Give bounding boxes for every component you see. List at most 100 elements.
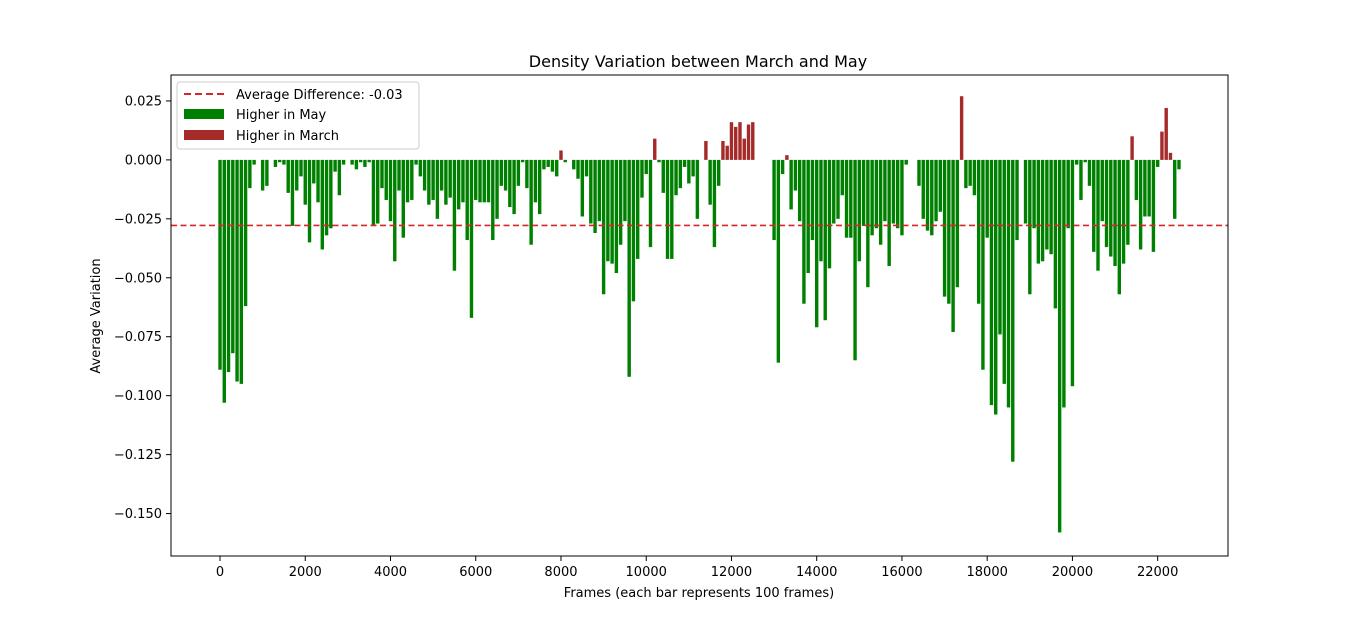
chart-title: Density Variation between March and May [529,52,867,71]
bar [1011,159,1015,462]
bar [226,159,231,373]
bar [474,159,478,200]
bar [243,159,248,307]
bar [870,159,874,236]
bar [827,159,832,269]
bar [772,159,776,241]
bar [1134,159,1139,200]
y-tick-label: 0.025 [125,94,162,109]
bar [431,159,435,200]
bar [448,159,452,198]
bar [341,159,346,165]
bar [482,159,486,203]
bar [529,159,533,245]
bar [1049,159,1053,255]
bar [512,159,516,215]
bar [985,159,989,238]
bar [883,159,887,222]
bar [1113,159,1117,266]
bar [810,159,815,241]
bar [499,159,504,186]
y-tick-label: −0.075 [114,330,162,345]
bar [546,159,550,167]
bar [307,159,312,243]
bar [537,159,542,215]
bar [1173,159,1177,219]
bar [388,159,393,222]
bar [337,159,342,196]
x-tick-label: 20000 [1052,565,1093,580]
bar [354,159,359,170]
bar [239,159,244,384]
y-tick-label: −0.050 [114,271,162,286]
bar [994,159,998,415]
bar [1002,159,1006,384]
bar [861,159,866,226]
y-tick-label: −0.025 [114,212,162,227]
bar [1079,159,1083,200]
bar [371,159,376,226]
bar [648,159,653,248]
bar [503,159,508,191]
bar [290,159,295,226]
bar [580,159,584,217]
bar [1087,159,1092,186]
bar [286,159,290,193]
bar [273,159,278,167]
x-tick-label: 8000 [544,565,577,580]
bar [721,141,725,160]
bar [823,159,827,321]
bar [682,159,687,167]
x-axis: 0 2000 4000 6000 8000 10000 12000 14000 16000 180… [216,556,1178,580]
bar [674,159,678,196]
bar [964,159,968,189]
bar [729,122,734,160]
y-tick-label: −0.125 [114,448,162,463]
bar [793,159,798,191]
x-axis-label: Frames (each bar represents 100 frames) [564,586,834,601]
bar [597,159,602,222]
bar [533,159,538,203]
bar [976,159,981,304]
x-tick-label: 12000 [711,565,752,580]
bar [951,159,955,332]
bar [1138,159,1143,250]
bar [231,159,235,354]
bar [678,159,683,189]
bar [1164,108,1168,160]
bar [610,159,614,264]
bar [452,159,457,271]
bar [661,159,665,193]
bar [576,159,580,179]
bar [427,159,431,205]
bar [265,159,269,186]
bar [260,159,265,191]
x-tick-label: 6000 [459,565,492,580]
bar [461,159,465,203]
bar [1177,159,1181,170]
bar [520,159,525,163]
bar [584,159,589,177]
bar [1130,136,1134,160]
bar [1083,159,1087,163]
bar [508,159,512,208]
bar [358,159,363,163]
bar [874,159,879,229]
bar [1066,159,1070,229]
bar [393,159,397,262]
bar [469,159,474,318]
bar [559,150,563,160]
x-tick-label: 18000 [967,565,1008,580]
bar [780,159,785,175]
bar [333,159,337,172]
bar [1028,159,1032,295]
bar [1147,159,1151,217]
y-tick-label: −0.100 [114,389,162,404]
bar [716,159,721,186]
bar [1040,159,1045,262]
bar [623,159,627,222]
bar [981,159,985,370]
bar [525,159,529,189]
bar [563,159,567,163]
